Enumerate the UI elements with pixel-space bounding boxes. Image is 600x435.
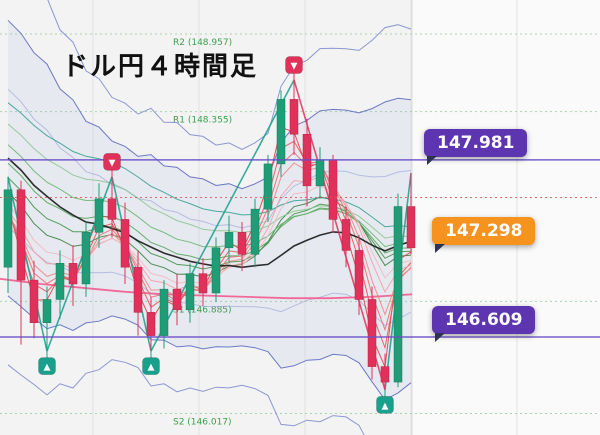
hline-price-text-upper: 147.981 (437, 132, 515, 153)
candle (29, 279, 39, 323)
badge-pointer-icon (435, 244, 445, 254)
svg-text:▲: ▲ (44, 363, 51, 373)
pivot-levels: R2 (148.957) R1 (148.355) S1 (146.885) S2 (… (0, 33, 600, 427)
candle (263, 163, 273, 210)
candle (406, 206, 416, 249)
svg-text:▼: ▼ (109, 158, 116, 168)
current-price-text: 147.298 (445, 221, 523, 242)
hline-price-badge-lower[interactable]: 146.609 (432, 306, 536, 343)
candle (120, 219, 130, 268)
pivot-label: R1 (148.355) (173, 116, 232, 126)
buy-signal-marker-icon (376, 396, 394, 414)
candle (94, 198, 104, 233)
candle (107, 198, 117, 220)
candle (3, 189, 13, 268)
buy-signal-marker-icon (38, 357, 56, 375)
candle (81, 232, 91, 285)
candle (211, 247, 221, 294)
candle (315, 159, 325, 187)
candle (198, 273, 208, 294)
svg-text:▲: ▲ (382, 401, 389, 411)
candle (289, 99, 299, 135)
signal-markers: ▲ ▼ ▲ ▼ ▲ (38, 56, 394, 414)
candle (367, 299, 377, 367)
candle (354, 250, 364, 300)
candle (237, 232, 247, 255)
horizontal-price-lines (0, 159, 600, 338)
candle (172, 288, 182, 311)
svg-text:▲: ▲ (148, 363, 155, 373)
svg-text:▼: ▼ (291, 62, 298, 72)
pivot-label: S2 (146.017) (173, 417, 232, 427)
ma200-line (0, 277, 413, 300)
candle (380, 366, 390, 383)
candle (159, 288, 169, 336)
candle (250, 208, 260, 255)
hline-price-text-lower: 146.609 (445, 310, 523, 331)
candle (133, 266, 143, 313)
candle (276, 99, 286, 165)
candle (42, 299, 52, 323)
chart-title: ドル円４時間足 (62, 51, 259, 81)
candle (16, 189, 26, 281)
pivot-label: R2 (148.957) (173, 38, 232, 48)
candle (224, 232, 234, 249)
candle (146, 312, 156, 336)
sell-signal-marker-icon (285, 56, 303, 74)
current-price-badge[interactable]: 147.298 (432, 217, 536, 254)
buy-signal-marker-icon (142, 357, 160, 375)
candle (185, 273, 195, 311)
pivot-label: S1 (146.885) (173, 305, 232, 315)
hline-price-badge-upper[interactable]: 147.981 (424, 128, 528, 165)
sell-signal-marker-icon (103, 153, 121, 171)
candle (68, 263, 78, 285)
candle (393, 206, 403, 383)
badge-pointer-icon (427, 155, 437, 165)
badge-pointer-icon (435, 333, 445, 343)
candle (55, 263, 65, 300)
candle (341, 219, 351, 251)
candle (328, 159, 338, 220)
candles (3, 80, 416, 390)
